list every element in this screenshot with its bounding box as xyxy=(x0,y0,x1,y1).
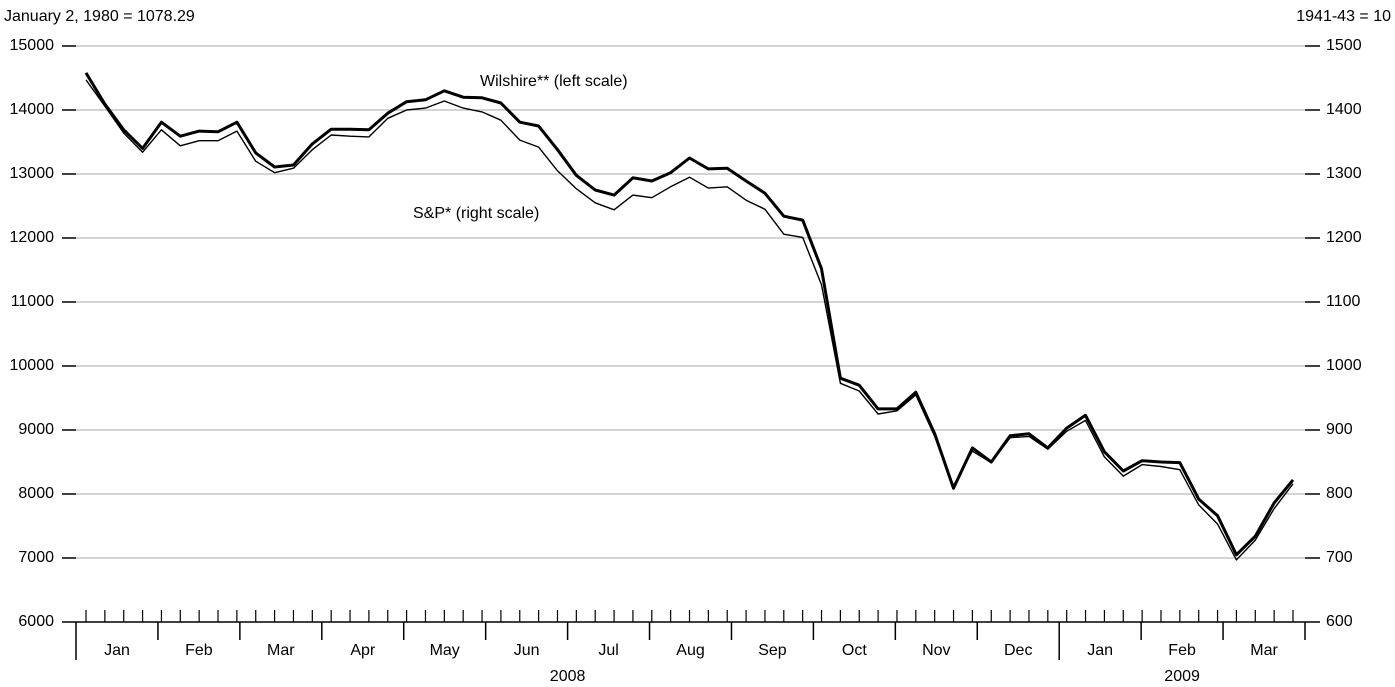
x-tick-label: Jul xyxy=(598,642,618,659)
y-tick-label: 6000 xyxy=(18,613,54,630)
y2-tick-label: 1300 xyxy=(1326,165,1362,182)
right-note: 1941-43 = 10 xyxy=(1296,8,1391,25)
x-group-label: 2009 xyxy=(1164,668,1200,685)
y2-tick-label: 1000 xyxy=(1326,357,1362,374)
y2-tick-label: 1100 xyxy=(1326,293,1361,310)
y-tick-label: 9000 xyxy=(18,421,54,438)
y2-tick-label: 700 xyxy=(1326,549,1353,566)
y-tick-label: 10000 xyxy=(10,357,55,374)
x-tick-label: Aug xyxy=(676,642,704,659)
series-line xyxy=(85,79,1294,561)
x-tick-label: Apr xyxy=(350,642,376,659)
x-tick-label: Oct xyxy=(842,642,867,659)
y-tick-label: 15000 xyxy=(10,37,55,54)
annotation: Wilshire** (left scale) xyxy=(480,73,628,90)
x-tick-label: Jan xyxy=(104,642,130,659)
x-tick-label: Jun xyxy=(514,642,540,659)
y-tick-label: 11000 xyxy=(11,293,54,310)
y2-tick-label: 1400 xyxy=(1326,101,1362,118)
x-tick-label: Feb xyxy=(1168,642,1196,659)
y-tick-label: 13000 xyxy=(10,165,55,182)
y-tick-label: 14000 xyxy=(10,101,55,118)
y2-tick-label: 600 xyxy=(1326,613,1353,630)
x-tick-label: May xyxy=(430,642,460,659)
x-tick-label: Dec xyxy=(1004,642,1032,659)
series-line xyxy=(84,72,1295,557)
y2-tick-label: 1200 xyxy=(1326,229,1362,246)
y2-tick-label: 800 xyxy=(1326,485,1353,502)
y-tick-label: 12000 xyxy=(10,229,55,246)
x-tick-label: Nov xyxy=(922,642,950,659)
y-tick-label: 8000 xyxy=(18,485,54,502)
x-tick-label: Feb xyxy=(185,642,213,659)
x-tick-label: Mar xyxy=(267,642,295,659)
x-tick-label: Jan xyxy=(1087,642,1113,659)
left-note: January 2, 1980 = 1078.29 xyxy=(4,8,195,25)
x-tick-label: Mar xyxy=(1250,642,1278,659)
y-tick-label: 7000 xyxy=(18,549,54,566)
annotation: S&P* (right scale) xyxy=(413,205,539,222)
x-tick-label: Sep xyxy=(758,642,787,659)
y2-tick-label: 1500 xyxy=(1326,37,1362,54)
y2-tick-label: 900 xyxy=(1326,421,1353,438)
x-group-label: 2008 xyxy=(550,668,586,685)
